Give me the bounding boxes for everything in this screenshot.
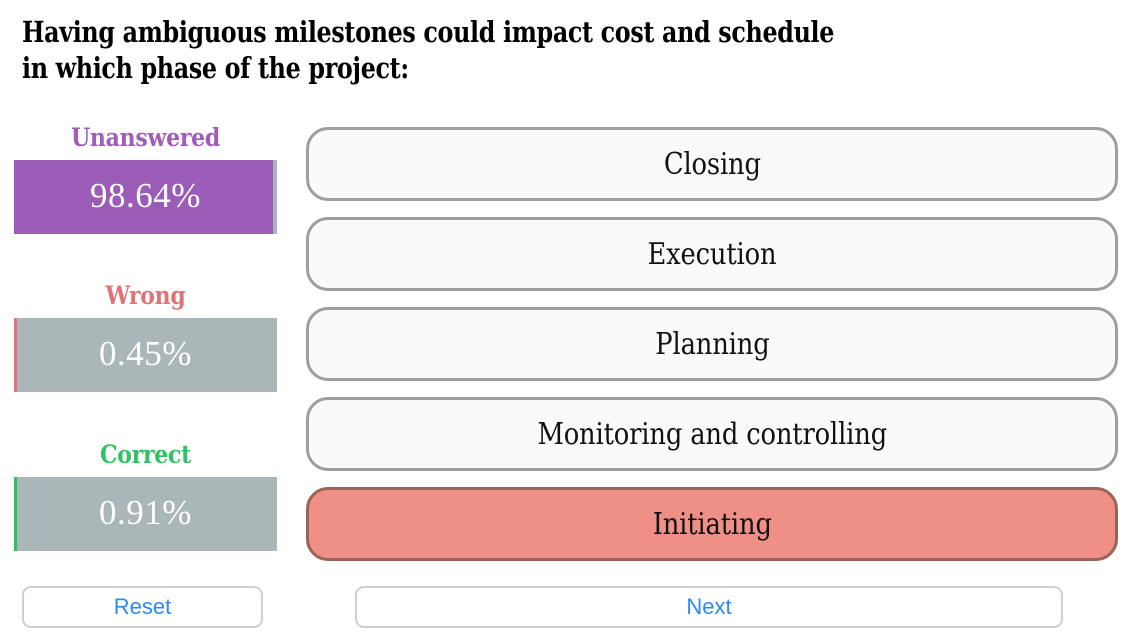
answer-options-list: Closing Execution Planning Monitoring and c… <box>306 127 1118 577</box>
question-title: Having ambiguous milestones could impact… <box>22 15 835 85</box>
stat-wrong: Wrong 0.45% <box>14 281 277 392</box>
answer-option-label: Planning <box>654 326 770 362</box>
answer-option-label: Monitoring and controlling <box>537 416 887 452</box>
answer-option-0[interactable]: Closing <box>306 127 1118 201</box>
footer-controls: Reset Next <box>0 585 1136 633</box>
stat-correct-value: 0.91% <box>99 493 192 532</box>
stat-wrong-bar: 0.45% <box>14 318 277 392</box>
stat-correct: Correct 0.91% <box>14 440 277 551</box>
answer-option-label: Closing <box>663 146 761 182</box>
answer-option-4[interactable]: Initiating <box>306 487 1118 561</box>
answer-option-label: Initiating <box>652 506 772 542</box>
stat-unanswered-bar-fill <box>14 160 274 234</box>
stat-unanswered-value: 98.64% <box>90 176 201 215</box>
answer-option-2[interactable]: Planning <box>306 307 1118 381</box>
stat-wrong-bar-fill <box>14 318 18 392</box>
stat-correct-bar-fill <box>14 477 18 551</box>
stat-wrong-label: Wrong <box>105 281 186 310</box>
answer-option-label: Execution <box>647 236 777 272</box>
next-button[interactable]: Next <box>355 586 1063 628</box>
stat-unanswered: Unanswered 98.64% <box>14 123 277 234</box>
stat-unanswered-label: Unanswered <box>70 123 221 152</box>
answer-option-3[interactable]: Monitoring and controlling <box>306 397 1118 471</box>
next-button-label: Next <box>686 594 732 619</box>
stat-wrong-value: 0.45% <box>99 334 192 373</box>
reset-button-label: Reset <box>113 594 172 619</box>
statistics-panel: Unanswered 98.64% Wrong 0.45% Correct 0.… <box>0 118 292 573</box>
reset-button[interactable]: Reset <box>22 586 263 628</box>
stat-unanswered-bar: 98.64% <box>14 160 277 234</box>
stat-correct-bar: 0.91% <box>14 477 277 551</box>
stat-correct-label: Correct <box>99 440 192 469</box>
answer-option-1[interactable]: Execution <box>306 217 1118 291</box>
